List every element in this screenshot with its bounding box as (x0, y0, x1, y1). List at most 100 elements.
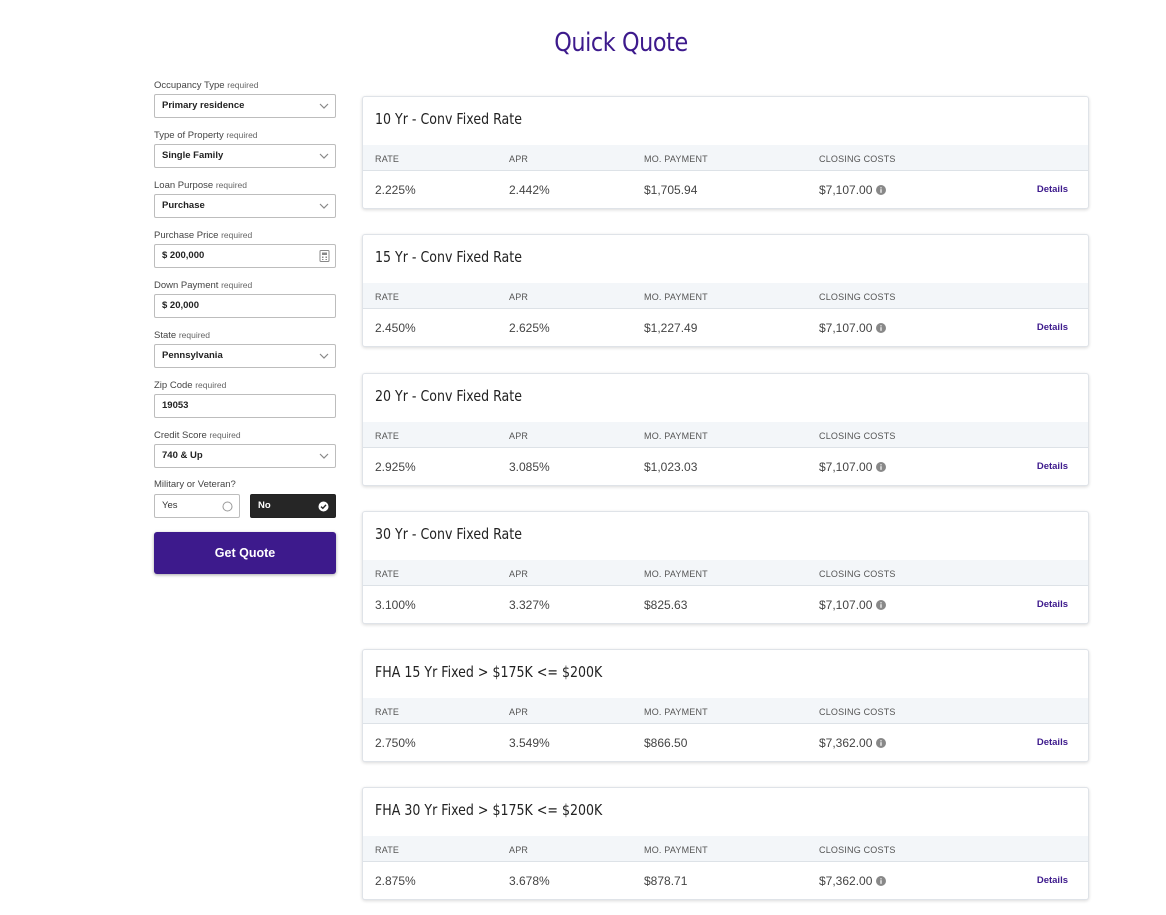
apr-header: APR (509, 431, 529, 441)
military-field: Military or Veteran? Yes No (154, 478, 336, 528)
occupancy-value: Primary residence (162, 100, 245, 111)
military-label: Military or Veteran? (154, 479, 236, 490)
get-quote-button[interactable]: Get Quote (154, 532, 336, 574)
closing-costs: $7,107.00 (819, 460, 887, 474)
state-value: Pennsylvania (162, 350, 223, 361)
occupancy-field: Occupancy Type required Primary residenc… (154, 78, 336, 128)
quote-card: 20 Yr - Conv Fixed Rate RATE APR MO. PAY… (362, 373, 1089, 486)
chevron-down-icon (319, 103, 329, 109)
zip-label: Zip Code (154, 380, 193, 391)
quote-card: FHA 15 Yr Fixed > $175K <= $200K RATE AP… (362, 649, 1089, 762)
closing-value: $7,107.00 (819, 183, 873, 197)
down-payment-input[interactable]: $ 20,000 (154, 294, 336, 318)
military-toggle-group: Yes No (154, 494, 336, 518)
details-link[interactable]: Details (1036, 184, 1068, 195)
quote-table-header: RATE APR MO. PAYMENT CLOSING COSTS (363, 560, 1088, 586)
rate-header: RATE (375, 845, 400, 855)
quote-card: 10 Yr - Conv Fixed Rate RATE APR MO. PAY… (362, 96, 1089, 209)
closing-header: CLOSING COSTS (819, 569, 896, 579)
military-yes-option[interactable]: Yes (154, 494, 240, 518)
credit-select[interactable]: 740 & Up (154, 444, 336, 468)
state-select[interactable]: Pennsylvania (154, 344, 336, 368)
apr-header: APR (509, 845, 529, 855)
details-link[interactable]: Details (1036, 461, 1068, 472)
info-icon[interactable] (876, 185, 887, 195)
price-value: $ 200,000 (162, 250, 205, 261)
payment-value: $825.63 (644, 598, 688, 612)
apr-value: 3.327% (509, 598, 550, 612)
radio-unchecked-icon (222, 501, 233, 512)
property-value: Single Family (162, 150, 224, 161)
zip-field: Zip Code required 19053 (154, 378, 336, 428)
required-note: required (195, 380, 227, 390)
payment-header: MO. PAYMENT (644, 569, 708, 579)
info-icon[interactable] (876, 323, 887, 333)
price-field: Purchase Price required $ 200,000 (154, 228, 336, 278)
property-label: Type of Property (154, 130, 224, 141)
price-input[interactable]: $ 200,000 (154, 244, 336, 268)
rate-value: 2.225% (375, 183, 416, 197)
closing-value: $7,107.00 (819, 598, 873, 612)
credit-field: Credit Score required 740 & Up (154, 428, 336, 478)
purpose-select[interactable]: Purchase (154, 194, 336, 218)
chevron-down-icon (319, 353, 329, 359)
payment-value: $878.71 (644, 874, 688, 888)
details-link[interactable]: Details (1036, 875, 1068, 886)
quote-title: 10 Yr - Conv Fixed Rate (375, 110, 522, 128)
quote-form: Occupancy Type required Primary residenc… (154, 78, 336, 574)
quote-table-header: RATE APR MO. PAYMENT CLOSING COSTS (363, 422, 1088, 448)
payment-value: $1,023.03 (644, 460, 698, 474)
quote-table-header: RATE APR MO. PAYMENT CLOSING COSTS (363, 145, 1088, 171)
details-link[interactable]: Details (1036, 737, 1068, 748)
rate-value: 2.750% (375, 736, 416, 750)
military-no-option[interactable]: No (250, 494, 336, 518)
info-icon[interactable] (876, 462, 887, 472)
payment-value: $1,705.94 (644, 183, 698, 197)
required-note: required (221, 230, 253, 240)
quote-card: FHA 30 Yr Fixed > $175K <= $200K RATE AP… (362, 787, 1089, 900)
payment-header: MO. PAYMENT (644, 707, 708, 717)
rate-value: 2.450% (375, 321, 416, 335)
closing-header: CLOSING COSTS (819, 707, 896, 717)
zip-value: 19053 (162, 400, 189, 411)
down-payment-label: Down Payment (154, 280, 219, 291)
details-link[interactable]: Details (1036, 599, 1068, 610)
info-icon[interactable] (876, 600, 887, 610)
rate-header: RATE (375, 154, 400, 164)
payment-value: $1,227.49 (644, 321, 698, 335)
details-link[interactable]: Details (1036, 322, 1068, 333)
property-select[interactable]: Single Family (154, 144, 336, 168)
calculator-icon[interactable] (319, 250, 330, 262)
required-note: required (226, 130, 258, 140)
apr-header: APR (509, 154, 529, 164)
quote-card: 15 Yr - Conv Fixed Rate RATE APR MO. PAY… (362, 234, 1089, 347)
closing-costs: $7,362.00 (819, 874, 887, 888)
chevron-down-icon (319, 453, 329, 459)
apr-header: APR (509, 707, 529, 717)
required-note: required (209, 430, 241, 440)
zip-input[interactable]: 19053 (154, 394, 336, 418)
check-circle-icon (318, 501, 329, 512)
closing-value: $7,362.00 (819, 736, 873, 750)
info-icon[interactable] (876, 876, 887, 886)
info-icon[interactable] (876, 738, 887, 748)
credit-label: Credit Score (154, 430, 207, 441)
occupancy-select[interactable]: Primary residence (154, 94, 336, 118)
payment-value: $866.50 (644, 736, 688, 750)
military-no-label: No (258, 500, 271, 511)
apr-value: 3.549% (509, 736, 550, 750)
closing-header: CLOSING COSTS (819, 845, 896, 855)
payment-header: MO. PAYMENT (644, 154, 708, 164)
rate-header: RATE (375, 431, 400, 441)
closing-costs: $7,107.00 (819, 598, 887, 612)
page-title: Quick Quote (554, 28, 688, 58)
payment-header: MO. PAYMENT (644, 431, 708, 441)
closing-costs: $7,107.00 (819, 183, 887, 197)
required-note: required (227, 80, 259, 90)
apr-value: 2.625% (509, 321, 550, 335)
purpose-label: Loan Purpose (154, 180, 214, 191)
closing-header: CLOSING COSTS (819, 431, 896, 441)
quote-table-header: RATE APR MO. PAYMENT CLOSING COSTS (363, 698, 1088, 724)
quote-card: 30 Yr - Conv Fixed Rate RATE APR MO. PAY… (362, 511, 1089, 624)
apr-header: APR (509, 292, 529, 302)
